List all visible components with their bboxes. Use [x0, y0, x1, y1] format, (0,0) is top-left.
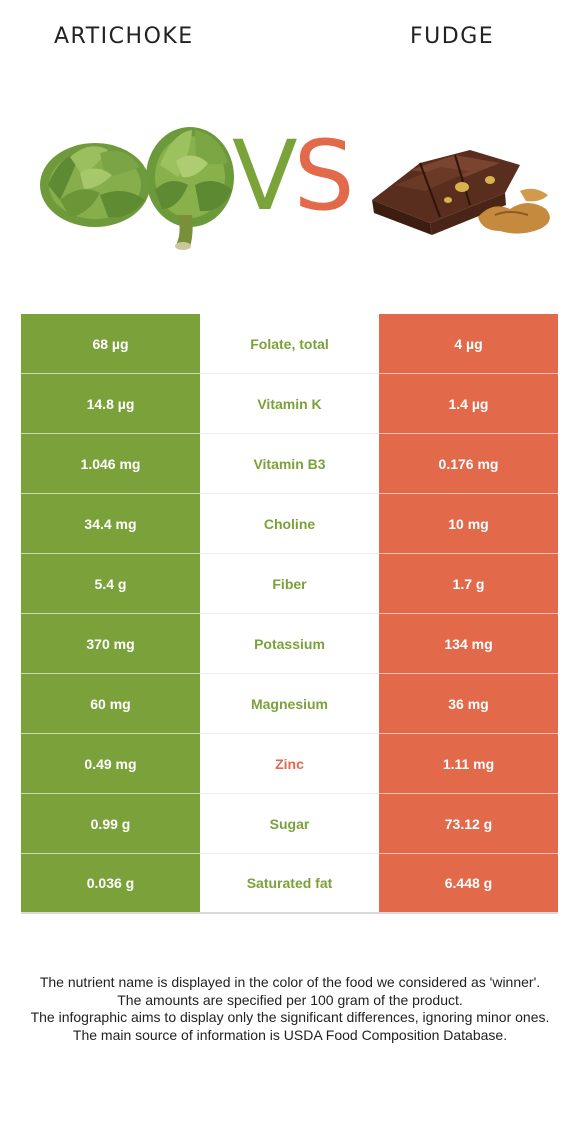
footnotes: The nutrient name is displayed in the co…	[20, 974, 560, 1044]
right-value: 10 mg	[379, 494, 558, 554]
right-value: 1.11 mg	[379, 734, 558, 794]
right-food-title: FUDGE	[410, 24, 495, 49]
table-row: 60 mg Magnesium 36 mg	[21, 674, 558, 734]
left-value: 0.49 mg	[21, 734, 200, 794]
left-value: 370 mg	[21, 614, 200, 674]
nutrient-name: Fiber	[200, 554, 379, 614]
table-row: 1.046 mg Vitamin B3 0.176 mg	[21, 434, 558, 494]
left-value: 68 µg	[21, 314, 200, 374]
table-row: 34.4 mg Choline 10 mg	[21, 494, 558, 554]
right-value: 1.4 µg	[379, 374, 558, 434]
right-value: 134 mg	[379, 614, 558, 674]
left-value: 5.4 g	[21, 554, 200, 614]
left-value: 1.046 mg	[21, 434, 200, 494]
right-value: 6.448 g	[379, 854, 558, 914]
footnote-line: The nutrient name is displayed in the co…	[39, 974, 541, 990]
nutrient-name: Folate, total	[200, 314, 379, 374]
nutrient-name: Saturated fat	[200, 854, 379, 914]
nutrient-name: Potassium	[200, 614, 379, 674]
table-row: 370 mg Potassium 134 mg	[21, 614, 558, 674]
right-value: 4 µg	[379, 314, 558, 374]
comparison-table: 68 µg Folate, total 4 µg 14.8 µg Vitamin K 1.…	[21, 314, 558, 914]
footnote-line: The amounts are specified per 100 gram o…	[117, 991, 463, 1008]
left-value: 60 mg	[21, 674, 200, 734]
left-value: 34.4 mg	[21, 494, 200, 554]
nutrient-name: Choline	[200, 494, 379, 554]
right-value: 0.176 mg	[379, 434, 558, 494]
right-value: 73.12 g	[379, 794, 558, 854]
vs-letter-s: S	[293, 120, 355, 232]
nutrient-name: Sugar	[200, 794, 379, 854]
left-value: 0.99 g	[21, 794, 200, 854]
nutrient-name: Zinc	[200, 734, 379, 794]
left-food-title: ARTICHOKE	[54, 24, 194, 49]
table-row: 68 µg Folate, total 4 µg	[21, 314, 558, 374]
artichoke-image	[40, 127, 234, 250]
nutrient-name: Magnesium	[200, 674, 379, 734]
vs-label: VS	[232, 128, 355, 224]
vs-letter-v: V	[232, 120, 298, 232]
hero-images	[40, 127, 550, 250]
right-value: 36 mg	[379, 674, 558, 734]
table-row: 5.4 g Fiber 1.7 g	[21, 554, 558, 614]
table-row: 0.036 g Saturated fat 6.448 g	[21, 854, 558, 914]
fudge-image	[372, 150, 550, 235]
footnote-line: The infographic aims to display only the…	[30, 1009, 550, 1025]
nutrient-name: Vitamin K	[200, 374, 379, 434]
left-value: 0.036 g	[21, 854, 200, 914]
table-row: 0.99 g Sugar 73.12 g	[21, 794, 558, 854]
footnote-line: The main source of information is USDA F…	[72, 1026, 508, 1043]
left-value: 14.8 µg	[21, 374, 200, 434]
right-value: 1.7 g	[379, 554, 558, 614]
nutrient-name: Vitamin B3	[200, 434, 379, 494]
table-row: 0.49 mg Zinc 1.11 mg	[21, 734, 558, 794]
table-row: 14.8 µg Vitamin K 1.4 µg	[21, 374, 558, 434]
